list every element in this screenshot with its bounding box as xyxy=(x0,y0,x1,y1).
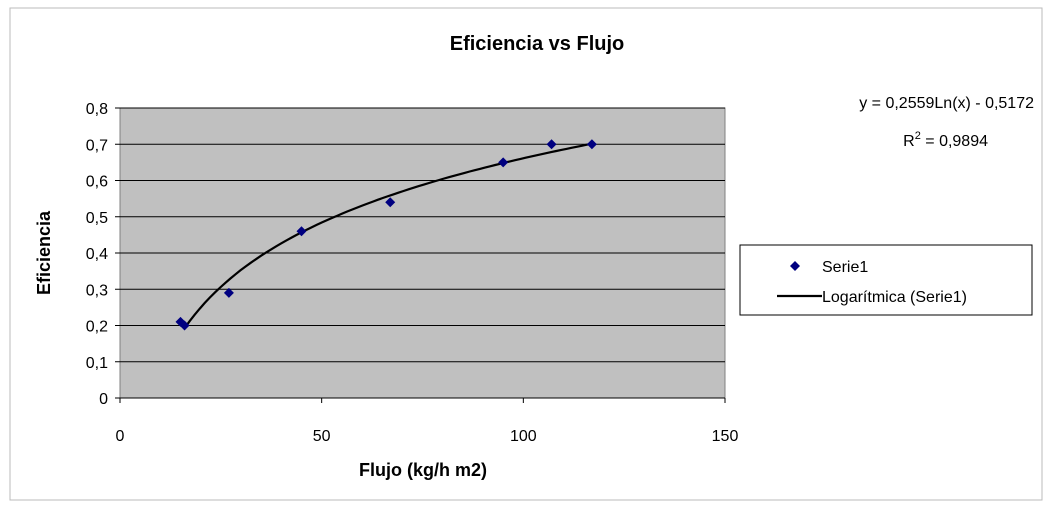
data-point xyxy=(498,157,509,168)
data-point xyxy=(546,139,557,150)
x-tick-label: 100 xyxy=(510,428,537,445)
data-points xyxy=(175,139,597,331)
data-point xyxy=(586,139,597,150)
x-axis-label: Flujo (kg/h m2) xyxy=(359,460,487,480)
chart-title: Eficiencia vs Flujo xyxy=(450,33,625,55)
legend-label-serie1: Serie1 xyxy=(822,259,868,276)
x-tick-label: 150 xyxy=(712,428,739,445)
y-tick-label: 0,2 xyxy=(86,319,108,336)
y-tick-label: 0,8 xyxy=(86,101,108,118)
legend-box xyxy=(739,244,1033,316)
x-tick-label: 50 xyxy=(313,428,331,445)
y-tick-label: 0,7 xyxy=(86,137,108,154)
y-axis-ticks: 0 0,1 0,2 0,3 0,4 0,5 0,6 0,7 0,8 xyxy=(86,101,120,408)
x-tick-label: 0 xyxy=(116,428,125,445)
y-tick-label: 0 xyxy=(99,391,108,408)
legend-diamond-marker xyxy=(790,261,800,271)
r-squared-value: = 0,9894 xyxy=(921,133,988,150)
data-point xyxy=(179,320,190,331)
trendline-logarithmic xyxy=(183,142,593,329)
trendline-equation: y = 0,2559Ln(x) - 0,5172 xyxy=(859,95,1034,112)
legend: Serie1 Logarítmica (Serie1) xyxy=(739,244,1033,316)
data-point xyxy=(223,287,234,298)
y-axis-label: Eficiencia xyxy=(34,210,54,295)
grid-lines xyxy=(120,107,725,399)
data-point xyxy=(385,197,396,208)
r-squared-symbol: R xyxy=(903,133,915,150)
y-tick-label: 0,5 xyxy=(86,210,108,227)
legend-label-trendline: Logarítmica (Serie1) xyxy=(822,289,967,306)
x-axis-ticks: 0 50 100 150 xyxy=(116,397,739,445)
r-squared-exponent: 2 xyxy=(915,130,921,142)
y-tick-label: 0,3 xyxy=(86,282,108,299)
y-tick-label: 0,1 xyxy=(86,355,108,372)
y-tick-label: 0,4 xyxy=(86,246,108,263)
y-tick-label: 0,6 xyxy=(86,174,108,191)
data-point xyxy=(296,226,307,237)
r-squared-label: R2 = 0,9894 xyxy=(903,130,988,150)
